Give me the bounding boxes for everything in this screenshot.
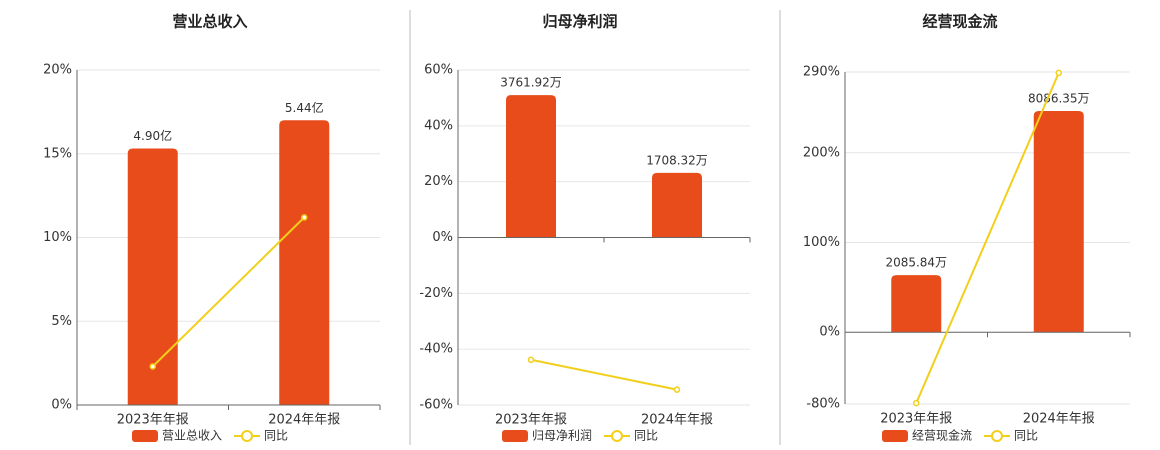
legend-label: 同比: [634, 429, 658, 443]
bar-value-label: 2085.84万: [885, 256, 947, 270]
legend-label: 归母净利润: [532, 429, 592, 443]
bar: [1033, 111, 1084, 333]
legend-label: 同比: [1014, 429, 1038, 443]
y-tick-label: 60%: [424, 63, 453, 78]
y-tick-label: 0%: [819, 325, 840, 340]
bar: [891, 275, 942, 333]
y-tick-label: 0%: [51, 398, 72, 413]
line-point: [527, 356, 535, 364]
y-tick-label: -60%: [419, 398, 453, 413]
legend-swatch: [502, 430, 528, 442]
legend-swatch: [241, 430, 254, 442]
bar-value-label: 1708.32万: [646, 153, 708, 167]
x-tick-label: 2023年年报: [495, 413, 567, 428]
line-point: [301, 214, 308, 221]
y-tick-label: 40%: [424, 118, 453, 133]
legend-swatch: [882, 430, 908, 442]
x-tick-label: 2024年年报: [1023, 412, 1095, 427]
y-tick-label: 100%: [803, 235, 840, 250]
y-tick-label: 200%: [803, 145, 840, 160]
line-point: [149, 363, 156, 370]
y-tick-label: 20%: [43, 63, 72, 78]
bar: [506, 95, 556, 238]
y-tick-label: 290%: [803, 65, 840, 80]
bar-value-label: 8086.35万: [1028, 92, 1090, 106]
y-tick-label: 20%: [424, 174, 453, 189]
line: [152, 216, 305, 368]
bar: [652, 172, 702, 238]
legend-swatch: [611, 430, 624, 442]
x-tick-label: 2024年年报: [641, 413, 713, 428]
line-point: [1055, 69, 1062, 77]
bar-value-label: 5.44亿: [285, 100, 324, 115]
x-tick-label: 2023年年报: [880, 412, 952, 427]
bar-value-label: 3761.92万: [500, 76, 562, 90]
y-tick-label: 10%: [43, 230, 72, 245]
bar: [279, 120, 330, 405]
line: [530, 358, 678, 391]
chart-title: 经营现金流: [922, 13, 997, 31]
y-tick-label: -20%: [419, 286, 453, 301]
x-tick-label: 2023年年报: [117, 413, 189, 428]
y-tick-label: 15%: [43, 146, 72, 161]
legend-swatch: [132, 430, 158, 442]
chart-title: 归母净利润: [542, 13, 617, 31]
legend-swatch: [991, 430, 1004, 442]
legend-label: 同比: [264, 429, 288, 443]
y-tick-label: -80%: [806, 397, 840, 412]
legend-label: 经营现金流: [912, 428, 972, 443]
y-tick-label: 5%: [51, 314, 72, 329]
line-point: [913, 399, 920, 407]
x-tick-label: 2024年年报: [268, 413, 340, 428]
bar: [127, 148, 178, 405]
bar-value-label: 4.90亿: [133, 128, 172, 143]
line: [915, 72, 1060, 404]
chart-title: 营业总收入: [172, 13, 247, 31]
line-point: [673, 386, 681, 393]
y-tick-label: 0%: [432, 230, 453, 245]
legend-label: 营业总收入: [162, 429, 222, 443]
y-tick-label: -40%: [419, 342, 453, 357]
